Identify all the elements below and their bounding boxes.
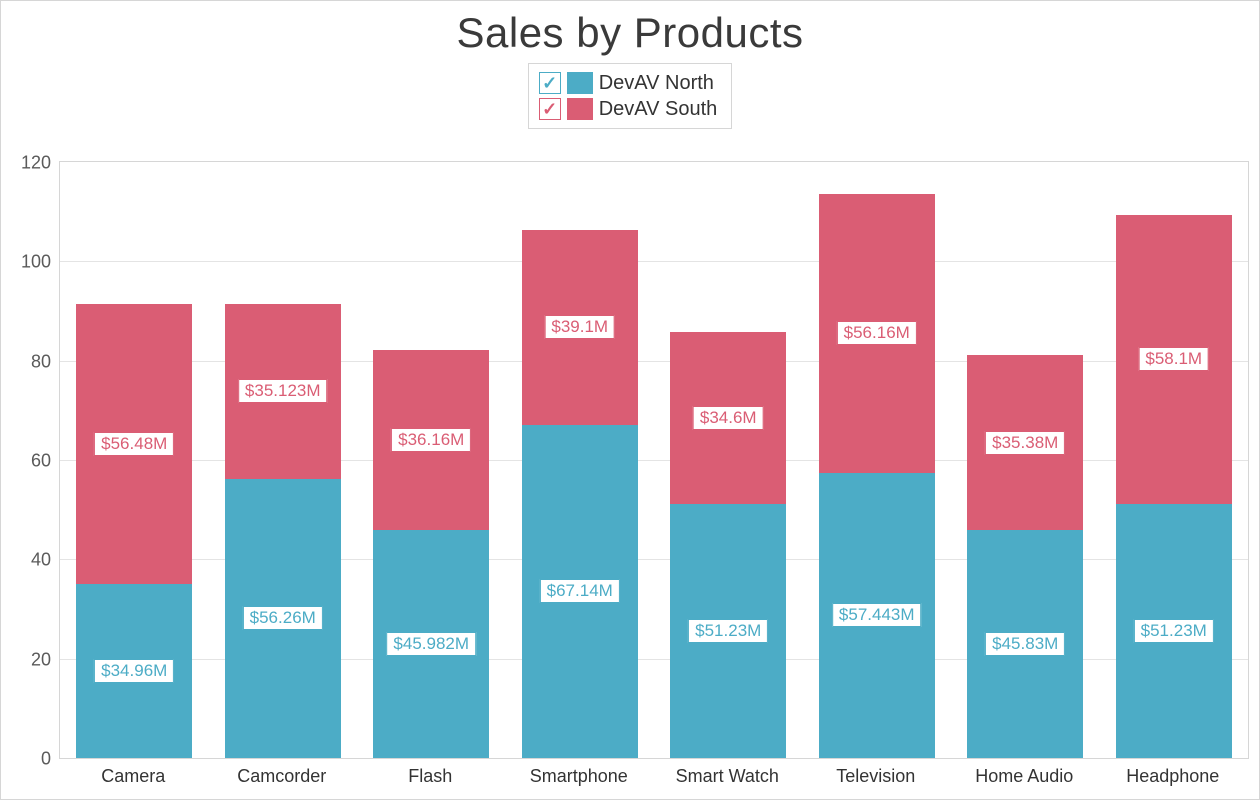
bar-value-label: $51.23M — [1134, 619, 1214, 643]
y-tick-label: 0 — [41, 749, 51, 770]
chart-frame: Sales by Products ✓ DevAV North ✓ DevAV Sou… — [0, 0, 1260, 800]
legend-swatch — [567, 72, 593, 94]
x-tick-label: Camcorder — [237, 766, 326, 787]
bar-group: $45.83M $35.38M — [967, 162, 1083, 758]
bar-value-label: $34.6M — [693, 406, 764, 430]
bar-value-label: $67.14M — [540, 579, 620, 603]
x-tick-label: Camera — [101, 766, 165, 787]
y-tick-label: 40 — [31, 550, 51, 571]
bar-value-label: $51.23M — [688, 619, 768, 643]
legend-checkbox-icon[interactable]: ✓ — [539, 98, 561, 120]
plot-wrap: 020406080100120 $34.96M$56.48M$56.26M$35… — [11, 161, 1249, 789]
legend-label: DevAV North — [599, 70, 714, 96]
y-tick-label: 120 — [21, 153, 51, 174]
bar-value-label: $56.26M — [243, 606, 323, 630]
bar-value-label: $45.83M — [985, 632, 1065, 656]
bar-group: $45.982M $36.16M — [373, 162, 489, 758]
y-tick-label: 60 — [31, 451, 51, 472]
bar-group: $51.23M $34.6M — [670, 162, 786, 758]
legend-swatch — [567, 98, 593, 120]
bar-group: $51.23M $58.1M — [1116, 162, 1232, 758]
x-tick-label: Home Audio — [975, 766, 1073, 787]
x-tick-label: Headphone — [1126, 766, 1219, 787]
bar-group: $57.443M $56.16M — [819, 162, 935, 758]
x-axis: Camera Camcorder Flash Smartphone Smart Watc… — [59, 759, 1249, 789]
x-tick-label: Television — [836, 766, 915, 787]
legend-checkbox-icon[interactable]: ✓ — [539, 72, 561, 94]
y-tick-label: 20 — [31, 649, 51, 670]
x-tick-label: Smart Watch — [676, 766, 779, 787]
bar-value-label: $36.16M — [391, 428, 471, 452]
legend: ✓ DevAV North ✓ DevAV South — [528, 63, 733, 129]
y-axis: 020406080100120 — [11, 161, 59, 759]
bar-value-label: $34.96M — [94, 659, 174, 683]
bar-value-label: $45.982M — [386, 632, 476, 656]
y-tick-label: 80 — [31, 351, 51, 372]
bar-value-label: $56.48M — [94, 432, 174, 456]
bar-value-label: $57.443M — [832, 603, 922, 627]
x-tick-label: Flash — [408, 766, 452, 787]
bar-value-label: $56.16M — [837, 321, 917, 345]
legend-label: DevAV South — [599, 96, 718, 122]
y-tick-label: 100 — [21, 252, 51, 273]
bar-value-label: $58.1M — [1138, 347, 1209, 371]
bar-group: $34.96M $56.48M — [76, 162, 192, 758]
bar-value-label: $39.1M — [544, 315, 615, 339]
bar-group: $56.26M $35.123M — [225, 162, 341, 758]
bars-layer: $34.96M $56.48M $56.26M $35.123M $45.982M $36… — [60, 162, 1248, 758]
chart-title: Sales by Products — [1, 9, 1259, 57]
x-tick-label: Smartphone — [530, 766, 628, 787]
bar-value-label: $35.123M — [238, 379, 328, 403]
bar-group: $67.14M $39.1M — [522, 162, 638, 758]
plot-area: $34.96M $56.48M $56.26M $35.123M $45.982M $36… — [59, 161, 1249, 759]
legend-item-devav-north[interactable]: ✓ DevAV North — [539, 70, 718, 96]
bar-value-label: $35.38M — [985, 431, 1065, 455]
legend-item-devav-south[interactable]: ✓ DevAV South — [539, 96, 718, 122]
